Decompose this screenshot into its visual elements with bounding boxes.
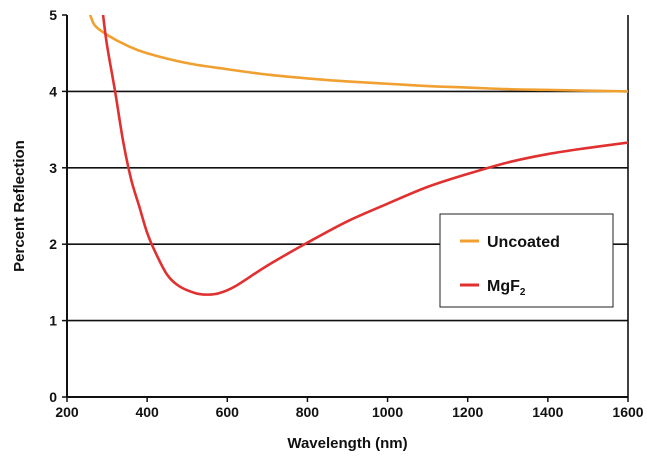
axes <box>62 14 629 402</box>
legend: Uncoated MgF2 <box>439 213 614 308</box>
y-tick-label-4: 4 <box>49 83 57 99</box>
x-tick-label-400: 400 <box>135 404 159 420</box>
y-axis-title: Percent Reflection <box>11 140 28 272</box>
x-tick-label-1000: 1000 <box>372 404 403 420</box>
series-line-uncoated <box>88 15 628 93</box>
y-tick-label-0: 0 <box>49 389 57 405</box>
legend-label-uncoated: Uncoated <box>487 234 560 251</box>
x-axis-title: Wavelength (nm) <box>287 435 407 452</box>
legend-label-mgf2-main: MgF <box>487 278 520 295</box>
y-tick-label-2: 2 <box>49 236 57 252</box>
x-tick-label-600: 600 <box>216 404 240 420</box>
legend-label-mgf2-subscript: 2 <box>520 287 526 298</box>
x-tick-label-200: 200 <box>55 404 79 420</box>
x-tick-label-1400: 1400 <box>532 404 563 420</box>
series-layer <box>88 15 628 296</box>
x-tick-label-800: 800 <box>296 404 320 420</box>
legend-label-mgf2: MgF2 <box>487 278 526 298</box>
y-tick-label-1: 1 <box>49 313 57 329</box>
x-tick-label-1600: 1600 <box>612 404 643 420</box>
legend-box <box>439 213 614 308</box>
x-tick-label-1200: 1200 <box>452 404 483 420</box>
tick-labels: 200 400 600 800 1000 1200 1400 1600 0 1 2 3 4 5 <box>49 7 644 420</box>
y-tick-label-3: 3 <box>49 160 57 176</box>
series-line-mgf2 <box>101 15 628 296</box>
y-tick-label-5: 5 <box>49 7 57 23</box>
